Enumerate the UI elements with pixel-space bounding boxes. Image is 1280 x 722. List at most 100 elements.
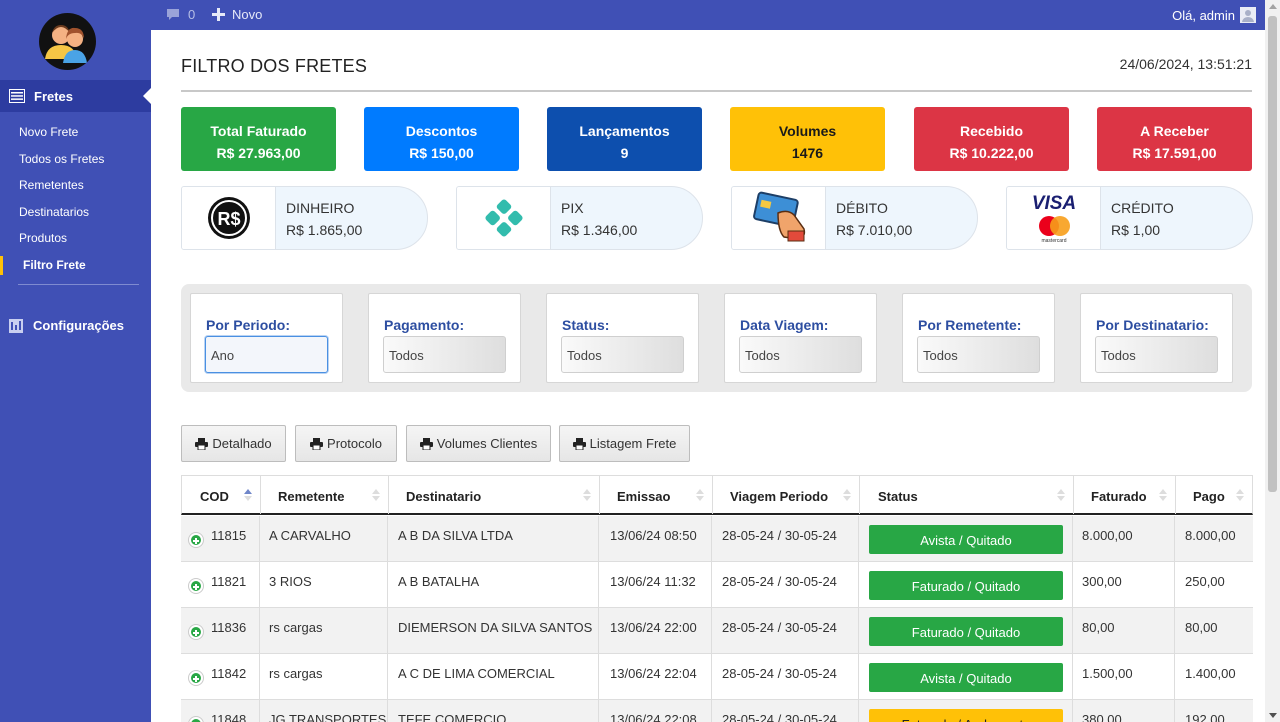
- nav-configuracoes-label: Configurações: [33, 318, 125, 333]
- payment-name: CRÉDITO: [1111, 200, 1174, 216]
- sidebar-item-todos-fretes[interactable]: Todos os Fretes: [19, 151, 105, 166]
- messages-button[interactable]: 0: [166, 7, 195, 22]
- cell-emissao: 13/06/24 08:50: [599, 516, 712, 562]
- cell-emissao: 13/06/24 11:32: [599, 562, 712, 608]
- real-currency-icon: R$: [182, 187, 276, 249]
- sidebar-item-remetentes[interactable]: Remetentes: [19, 178, 84, 193]
- cell-destinatario: DIEMERSON DA SILVA SANTOS: [388, 608, 599, 654]
- sort-icon: [1057, 489, 1065, 501]
- pix-icon: [457, 187, 551, 249]
- scroll-thumb[interactable]: [1268, 16, 1277, 492]
- page-title: FILTRO DOS FRETES: [181, 56, 368, 76]
- destinatario-select[interactable]: Todos: [1095, 336, 1218, 373]
- stat-label: Lançamentos: [579, 123, 670, 139]
- header-status[interactable]: Status: [860, 476, 1074, 514]
- sidebar-item-produtos[interactable]: Produtos: [19, 231, 68, 246]
- cell-remetente: rs cargas: [260, 608, 388, 654]
- cell-cod: 11848: [181, 700, 260, 722]
- filter-label: Por Periodo:: [206, 317, 291, 333]
- remetente-select[interactable]: Todos: [917, 336, 1040, 373]
- payment-card-pix: PIX R$ 1.346,00: [456, 186, 703, 250]
- stat-value: R$ 17.591,00: [1132, 145, 1217, 161]
- filter-label: Data Viagem:: [740, 317, 829, 333]
- status-badge: Avista / Quitado: [869, 525, 1063, 554]
- header-destinatario[interactable]: Destinatario: [389, 476, 600, 514]
- cell-viagem: 28-05-24 / 30-05-24: [712, 654, 859, 700]
- pagamento-select[interactable]: Todos: [383, 336, 506, 373]
- table-row[interactable]: 11815 A CARVALHO A B DA SILVA LTDA 13/06…: [181, 516, 1253, 562]
- table-row[interactable]: 11848 JG TRANSPORTES TEFE COMERCIO 13/06…: [181, 700, 1253, 722]
- active-indicator: [143, 88, 151, 104]
- payment-card-dinheiro: R$ DINHEIRO R$ 1.865,00: [181, 186, 428, 250]
- scroll-down-icon[interactable]: [1269, 713, 1277, 718]
- expand-row-icon[interactable]: [189, 671, 203, 685]
- button-label: Detalhado: [212, 436, 272, 451]
- avatar: [39, 13, 96, 70]
- sort-asc-icon: [244, 489, 252, 501]
- cell-viagem: 28-05-24 / 30-05-24: [712, 562, 859, 608]
- scroll-up-icon[interactable]: [1269, 4, 1277, 9]
- cell-pago: 250,00: [1185, 574, 1225, 589]
- sort-icon: [372, 489, 380, 501]
- expand-row-icon[interactable]: [189, 717, 203, 722]
- stat-value: R$ 10.222,00: [949, 145, 1034, 161]
- stat-label: A Receber: [1140, 123, 1209, 139]
- cell-destinatario: TEFE COMERCIO: [388, 700, 599, 722]
- comment-icon: [167, 8, 179, 20]
- expand-row-icon[interactable]: [189, 533, 203, 547]
- sidebar-item-destinatarios[interactable]: Destinatarios: [19, 204, 90, 219]
- header-remetente[interactable]: Remetente: [261, 476, 389, 514]
- nav-configuracoes[interactable]: Configurações: [9, 318, 124, 333]
- cell-pago: 1.400,00: [1185, 666, 1236, 681]
- settings-panel-icon: [9, 318, 23, 333]
- cell-faturado: 300,00: [1073, 562, 1175, 608]
- page-scrollbar[interactable]: [1265, 0, 1280, 722]
- filter-label: Por Remetente:: [918, 317, 1022, 333]
- sidebar-item-novo-frete[interactable]: Novo Frete: [19, 125, 79, 140]
- table-row[interactable]: 11836 rs cargas DIEMERSON DA SILVA SANTO…: [181, 608, 1253, 654]
- periodo-select[interactable]: Ano: [205, 336, 328, 373]
- stat-descontos: Descontos R$ 150,00: [364, 107, 519, 171]
- filter-status: Status: Todos: [546, 293, 699, 383]
- payment-name: PIX: [561, 200, 584, 216]
- detalhado-button[interactable]: Detalhado: [181, 425, 286, 462]
- plus-icon: [212, 8, 225, 21]
- stat-value: 1476: [791, 145, 824, 161]
- header-pago[interactable]: Pago: [1176, 476, 1252, 514]
- filter-remetente: Por Remetente: Todos: [902, 293, 1055, 383]
- header-viagem-periodo[interactable]: Viagem Periodo: [713, 476, 860, 514]
- nav-fretes[interactable]: Fretes: [0, 80, 151, 112]
- expand-row-icon[interactable]: [189, 579, 203, 593]
- status-select[interactable]: Todos: [561, 336, 684, 373]
- novo-button[interactable]: Novo: [212, 7, 262, 22]
- sidebar-item-filtro-frete[interactable]: Filtro Frete: [0, 252, 151, 279]
- cell-remetente: rs cargas: [260, 654, 388, 700]
- user-menu[interactable]: Olá, admin: [1172, 7, 1256, 23]
- protocolo-button[interactable]: Protocolo: [295, 425, 397, 462]
- filters-panel: Por Periodo: Ano Pagamento: Todos Status…: [181, 284, 1252, 392]
- cell-destinatario: A C DE LIMA COMERCIAL: [388, 654, 599, 700]
- header-cod[interactable]: COD: [182, 476, 261, 514]
- volumes-clientes-button[interactable]: Volumes Clientes: [406, 425, 551, 462]
- header-faturado[interactable]: Faturado: [1074, 476, 1176, 514]
- cell-emissao: 13/06/24 22:08: [599, 700, 712, 722]
- listagem-frete-button[interactable]: Listagem Frete: [559, 425, 690, 462]
- table-row[interactable]: 11821 3 RIOS A B BATALHA 13/06/24 11:32 …: [181, 562, 1253, 608]
- title-divider: [181, 90, 1252, 92]
- table-row[interactable]: 11842 rs cargas A C DE LIMA COMERCIAL 13…: [181, 654, 1253, 700]
- cell-pago: 8.000,00: [1185, 528, 1236, 543]
- cell-destinatario: A B DA SILVA LTDA: [388, 516, 599, 562]
- cell-emissao: 13/06/24 22:00: [599, 608, 712, 654]
- cell-viagem: 28-05-24 / 30-05-24: [712, 700, 859, 722]
- header-emissao[interactable]: Emissao: [600, 476, 713, 514]
- cell-cod: 11815: [181, 516, 260, 562]
- table-header: COD Remetente Destinatario Emissao Viage…: [181, 475, 1253, 515]
- sort-icon: [1159, 489, 1167, 501]
- data-viagem-select[interactable]: Todos: [739, 336, 862, 373]
- stat-label: Descontos: [405, 123, 478, 139]
- user-greeting: Olá, admin: [1172, 7, 1235, 23]
- svg-text:R$: R$: [217, 209, 240, 229]
- cell-remetente: 3 RIOS: [260, 562, 388, 608]
- expand-row-icon[interactable]: [189, 625, 203, 639]
- sort-icon: [1236, 489, 1244, 501]
